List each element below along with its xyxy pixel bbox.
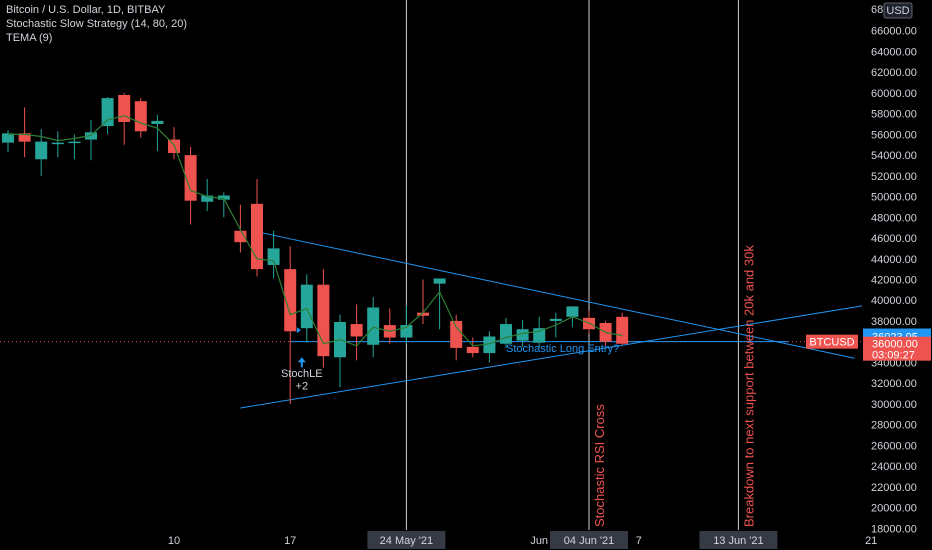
candle-body (151, 120, 164, 125)
x-tick-label: 04 Jun '21 (564, 535, 614, 547)
y-tick-label: 42000.00 (871, 274, 917, 286)
candle-body (18, 133, 31, 142)
signal-arrow-up-icon (297, 357, 306, 368)
close-price-tag (863, 336, 931, 361)
candle-body (2, 133, 14, 143)
candle-body (118, 94, 131, 122)
y-tick-label: 48000.00 (871, 212, 917, 224)
y-tick-label: 38000.00 (871, 316, 917, 328)
legend-strategy: Stochastic Slow Strategy (14, 80, 20) (6, 18, 187, 30)
y-tick-label: 46000.00 (871, 233, 917, 245)
x-tick-label: 17 (284, 535, 296, 547)
candle-body (616, 316, 629, 344)
y-tick-label-top: 68 (871, 4, 883, 16)
candle-body (234, 230, 247, 243)
bar-countdown: 03:09:27 (872, 350, 915, 362)
y-tick-label: 62000.00 (871, 67, 917, 79)
candle-body (483, 336, 496, 354)
x-tick-label: Jun (530, 535, 548, 547)
candle-body (317, 284, 330, 357)
candle-body (201, 195, 214, 202)
vline2-annotation: Breakdown to next support between 20k an… (741, 245, 756, 527)
x-tick-label: 13 Jun '21 (713, 535, 763, 547)
y-tick-label: 30000.00 (871, 399, 917, 411)
currency-badge-label: USD (886, 5, 909, 17)
vline1-annotation: Stochastic RSI Cross (592, 404, 607, 527)
legend-symbol: Bitcoin / U.S. Dollar, 1D, BITBAY (6, 4, 166, 16)
x-tick-label: 7 (636, 535, 642, 547)
candle-body (284, 269, 297, 332)
time-axis-highlight (367, 531, 446, 549)
candle-body (549, 318, 562, 321)
y-tick-label: 64000.00 (871, 46, 917, 58)
candle-body (300, 284, 313, 329)
candle-body (466, 346, 479, 354)
x-tick-label: 21 (865, 535, 877, 547)
candle-body (450, 320, 463, 348)
y-tick-label: 50000.00 (871, 192, 917, 204)
candle-body (51, 142, 64, 145)
x-tick-label: 10 (168, 535, 180, 547)
legend-tema: TEMA (9) (6, 32, 53, 44)
candle-body (566, 306, 579, 317)
currency-badge[interactable] (883, 2, 913, 19)
candle-body (500, 324, 512, 344)
signal-label: StochLE (281, 368, 323, 380)
y-tick-label: 18000.00 (871, 523, 917, 535)
close-price-value: 36000.00 (872, 339, 918, 351)
signal-qty: +2 (296, 380, 309, 392)
y-tick-label: 56000.00 (871, 129, 917, 141)
y-tick-label: 60000.00 (871, 88, 917, 100)
candle-body (433, 278, 446, 284)
candle-body (68, 141, 81, 144)
candle-body (417, 312, 429, 316)
candle-body (35, 141, 48, 160)
candle-body (184, 155, 197, 201)
y-tick-label: 28000.00 (871, 420, 917, 432)
y-tick-label: 66000.00 (871, 26, 917, 38)
y-tick-label: 26000.00 (871, 440, 917, 452)
trendline-lower[interactable] (240, 303, 872, 409)
x-tick-label: 24 May '21 (380, 535, 433, 547)
candle-body (134, 101, 147, 132)
candle-body (217, 195, 230, 200)
candle-body (367, 307, 380, 345)
time-axis-highlight (550, 531, 628, 549)
candle-body (533, 328, 546, 343)
y-tick-label: 20000.00 (871, 503, 917, 515)
long-entry-label: Stochastic Long Entry? (506, 343, 619, 355)
y-tick-label: 40000.00 (871, 295, 917, 307)
trendline-upper[interactable] (256, 231, 855, 359)
y-tick-label: 22000.00 (871, 482, 917, 494)
y-tick-label: 58000.00 (871, 109, 917, 121)
candle-body (350, 324, 363, 337)
signal-marker-icon (296, 327, 301, 334)
candle-body (516, 329, 529, 341)
y-tick-label: 54000.00 (871, 150, 917, 162)
price-axis[interactable] (862, 0, 932, 550)
symbol-tag (806, 334, 858, 349)
tema-line (8, 115, 623, 347)
y-tick-label: 24000.00 (871, 461, 917, 473)
time-axis-highlight (699, 531, 778, 549)
y-tick-label: 44000.00 (871, 254, 917, 266)
candle-body (101, 98, 114, 127)
y-tick-label: 32000.00 (871, 378, 917, 390)
symbol-tag-label: BTCUSD (809, 337, 854, 349)
y-tick-label: 52000.00 (871, 171, 917, 183)
